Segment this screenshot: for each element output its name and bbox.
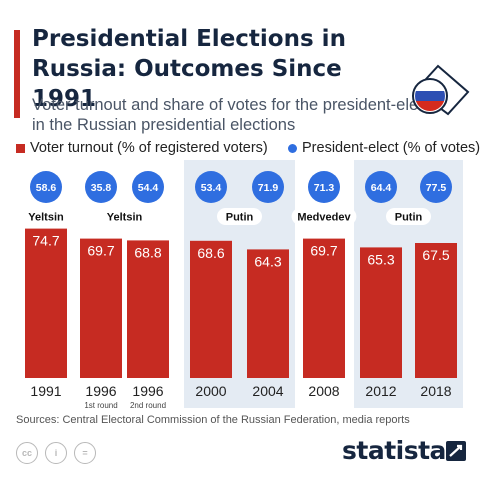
page-title: Presidential Elections in Russia: Outcom… [32, 26, 346, 112]
turnout-value-label: 68.8 [134, 244, 161, 260]
year-tick-label: 2004 [252, 383, 283, 399]
president-bubble [365, 171, 397, 203]
turnout-bar [127, 240, 169, 378]
president-value-label: 77.5 [426, 182, 447, 194]
year-tick-label: 1991 [30, 383, 61, 399]
president-bubble [85, 171, 117, 203]
source-note: Sources: Central Electoral Commission of… [16, 414, 410, 426]
year-tick-label: 2000 [195, 383, 226, 399]
statista-logo-icon [446, 441, 466, 461]
president-name-pill [16, 208, 76, 225]
russian-flag-ballot-icon [412, 64, 470, 116]
president-value-label: 58.6 [36, 182, 57, 194]
round-label: 2nd round [130, 401, 166, 410]
page-subtitle: Voter turnout and share of votes for the… [32, 96, 431, 134]
president-name-label: Putin [226, 212, 254, 224]
president-name-label: Yeltsin [107, 212, 143, 224]
cc-license-icon: cc [16, 442, 38, 464]
year-tick-label: 2008 [308, 383, 339, 399]
president-bubble [30, 171, 62, 203]
president-value-label: 35.8 [91, 182, 112, 194]
turnout-value-label: 68.6 [197, 245, 224, 261]
president-name-label: Yeltsin [28, 212, 64, 224]
president-bubble [195, 171, 227, 203]
turnout-value-label: 65.3 [367, 251, 394, 267]
turnout-bar [80, 238, 122, 378]
legend-label-turnout: Voter turnout (% of registered voters) [30, 140, 268, 156]
year-tick-label: 2012 [365, 383, 396, 399]
president-bubble [252, 171, 284, 203]
election-chart: 58.6 35.8 54.4 53.4 71.9 71.3 64.4 77.5 Yeltsin Y… [16, 160, 463, 410]
president-name-pill [95, 208, 154, 225]
turnout-value-label: 64.3 [254, 253, 281, 269]
president-bubble [420, 171, 452, 203]
turnout-bar [303, 238, 345, 378]
president-name-label: Medvedev [297, 212, 351, 224]
turnout-value-label: 69.7 [87, 243, 114, 259]
year-tick-label: 1996 [132, 383, 163, 399]
no-derivatives-icon: = [74, 442, 96, 464]
turnout-bar [360, 247, 402, 378]
turnout-bar [25, 228, 67, 378]
attribution-icon: i [45, 442, 67, 464]
year-tick-label: 2018 [420, 383, 451, 399]
president-value-label: 54.4 [138, 182, 159, 194]
president-name-pill [217, 208, 262, 225]
legend-dot-president [288, 143, 297, 153]
license-icons: cc i = [16, 442, 103, 464]
legend-item-turnout: Voter turnout (% of registered voters) [16, 140, 268, 156]
president-bubble [308, 171, 340, 203]
turnout-value-label: 69.7 [310, 243, 337, 259]
year-tick-label: 1996 [85, 383, 116, 399]
president-value-label: 71.3 [314, 182, 335, 194]
turnout-bar [247, 249, 289, 378]
president-name-label: Putin [395, 212, 423, 224]
president-value-label: 71.9 [258, 182, 279, 194]
turnout-value-label: 67.5 [422, 247, 449, 263]
turnout-value-label: 74.7 [32, 233, 59, 249]
title-accent-bar [14, 30, 20, 118]
president-value-label: 53.4 [201, 182, 222, 194]
president-value-label: 64.4 [371, 182, 392, 194]
turnout-bar [190, 240, 232, 378]
round-label: 1st round [84, 401, 117, 410]
chart-legend: Voter turnout (% of registered voters) P… [16, 140, 480, 158]
turnout-bar [415, 243, 457, 378]
president-name-pill [386, 208, 431, 225]
legend-item-president: President-elect (% of votes) [288, 140, 480, 156]
brand-logo-text: statista [342, 436, 446, 465]
legend-label-president: President-elect (% of votes) [302, 140, 480, 156]
legend-swatch-turnout [16, 143, 25, 153]
president-bubble [132, 171, 164, 203]
president-name-pill [291, 208, 357, 225]
